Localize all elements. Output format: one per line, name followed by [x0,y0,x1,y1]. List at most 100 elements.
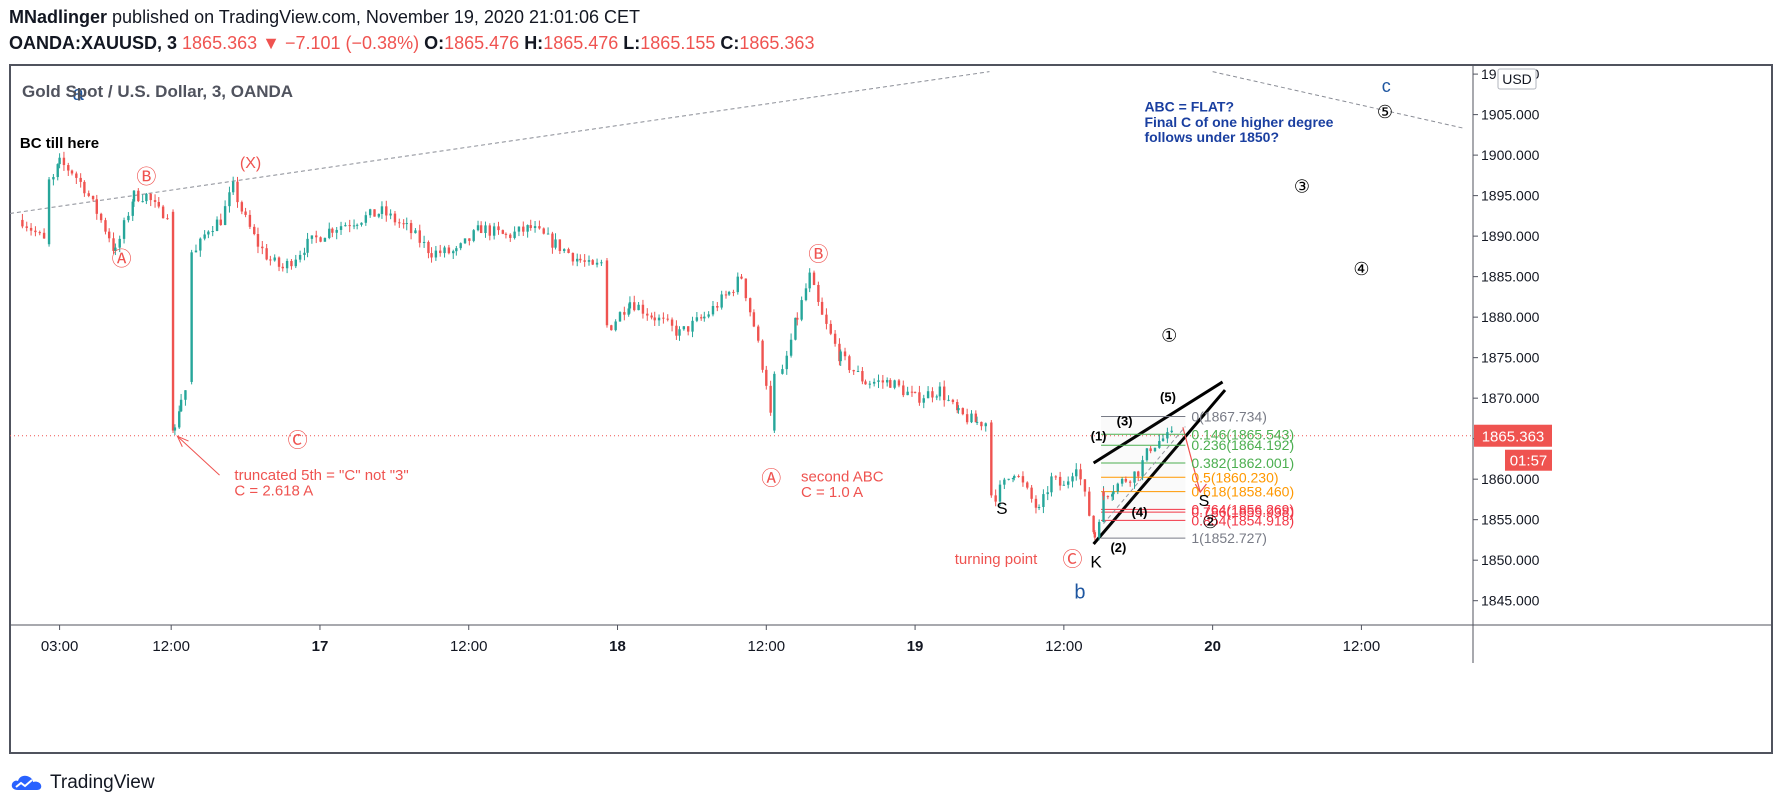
candle-body [931,391,934,398]
wave-annotation: ABC = FLAT? [1144,98,1234,114]
candle-body [796,317,799,320]
wave-annotation: (2) [1110,540,1126,555]
candle-body [1097,521,1101,538]
wave-annotation: a [73,83,85,105]
candle-body [1116,483,1119,492]
wave-annotation: Ⓐ [761,467,781,490]
upper-trendline-right [1212,71,1465,129]
candle-body [335,229,338,233]
candle-body [947,399,950,401]
candle-body [657,317,661,321]
candle-body [219,219,222,225]
candle-body [83,181,86,194]
candle-body [707,314,710,317]
candle-body [414,230,417,234]
wave-annotation: (X) [240,155,261,172]
candle-body [1026,482,1029,488]
fib-level-label: 1(1852.727) [1191,530,1267,546]
wedge-upper-line [1092,380,1224,465]
candle-body [248,214,252,227]
candle-body [1141,460,1144,477]
candle-body [355,224,359,226]
candle-body [848,356,851,371]
candle-body [1034,498,1038,508]
candle-body [240,202,244,212]
candle-body [1158,440,1161,448]
candle-body [761,340,764,370]
candle-body [943,386,946,401]
candle-body [546,233,550,235]
fib-level-label: 0.5(1860.230) [1191,469,1278,485]
wave-annotation: follows under 1850? [1144,129,1279,145]
candle-body [161,206,165,219]
candle-body [970,413,973,423]
candle-body [34,230,37,233]
candle-body [529,225,532,229]
close-value: 1865.363 [739,33,815,53]
candle-body [1071,476,1074,482]
candle-body [653,317,656,321]
fib-level-label: 0.382(1862.001) [1191,455,1294,471]
candle-body [1083,479,1087,492]
candle-body [628,302,632,309]
candle-body [58,157,61,165]
currency-box[interactable] [1497,68,1537,90]
change-value: −7.101 (−0.38%) [284,33,420,53]
time-tick-label: 12:00 [1045,638,1083,655]
candle-body [328,228,331,238]
candle-body [256,234,260,247]
price-tick-label: 1875.000 [1481,350,1540,366]
tradingview-logo[interactable]: TradingView [10,772,155,794]
candle-body [789,339,793,356]
candle-body [666,318,669,320]
candle-body [637,304,640,311]
high-value: 1865.476 [543,33,619,53]
candle-body [938,386,942,397]
countdown-tag [1505,449,1552,471]
close-label: C: [720,33,740,53]
candle-body [691,320,694,332]
candle-body [194,250,198,253]
wave-annotation: K [1090,552,1102,571]
candles [21,151,1173,541]
candle-body [484,225,487,233]
candle-body [141,201,144,203]
symbol-label[interactable]: OANDA:XAUUSD, 3 [9,33,178,53]
candle-body [538,226,541,229]
candle-body [1124,479,1128,482]
candle-body [618,312,622,322]
author-name[interactable]: MNadlinger [9,7,108,27]
candle-body [567,249,570,253]
candle-body [223,206,227,225]
wave-annotation: ① [1161,325,1177,345]
fib-trend-line [1103,426,1186,525]
candle-body [542,228,545,234]
candle-body [587,260,591,262]
wave-annotation: C = 1.0 A [801,484,863,501]
last-price-tag-label: 1865.363 [1482,429,1545,446]
candle-body [75,173,78,178]
candle-body [703,316,706,319]
wave-annotation: Ⓒ [1063,548,1083,571]
countdown-label: 01:57 [1510,453,1548,470]
candle-body [881,380,885,383]
candle-body [118,238,121,248]
candle-body [804,288,808,301]
time-tick-label: 20 [1204,638,1221,655]
candle-body [157,201,160,207]
price-tick-label: 1900.000 [1481,147,1540,163]
chart-frame [9,64,1773,754]
candle-body [765,369,768,386]
candle-body [1021,476,1025,483]
candle-body [269,259,272,261]
candle-body [910,391,914,393]
candle-body [1066,481,1070,485]
candle-body [711,306,715,315]
candle-body [893,380,896,388]
candle-body [956,402,959,411]
candle-body [1149,448,1152,452]
candle-body [732,291,735,293]
candle-body [994,495,997,502]
candle-body [285,260,289,269]
